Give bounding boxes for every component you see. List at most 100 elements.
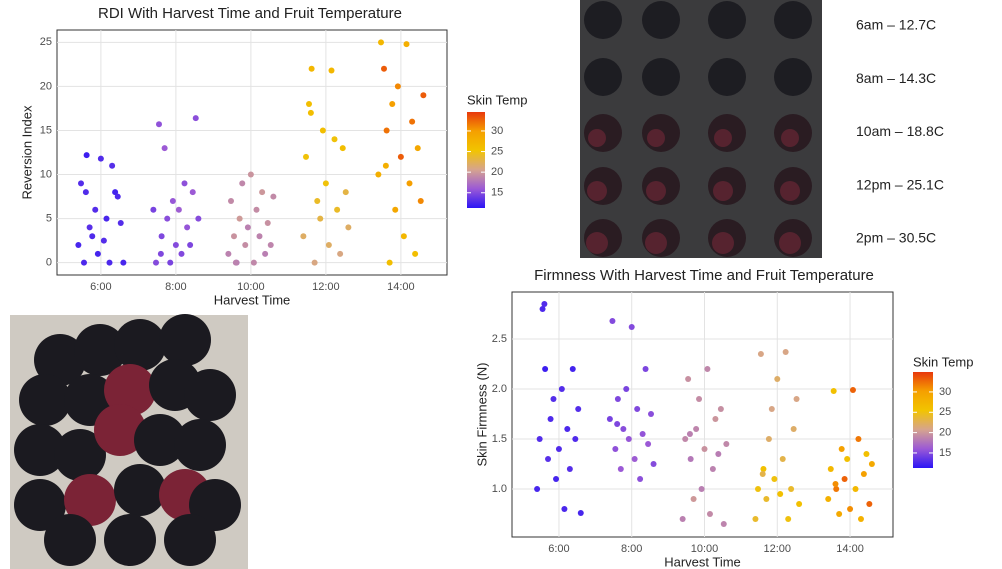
point bbox=[625, 436, 632, 442]
point bbox=[192, 115, 199, 122]
point bbox=[175, 206, 182, 213]
point bbox=[779, 456, 786, 462]
point bbox=[169, 197, 176, 204]
point bbox=[553, 476, 560, 482]
berry bbox=[14, 424, 66, 476]
point bbox=[763, 496, 770, 502]
point bbox=[195, 215, 202, 222]
point bbox=[706, 511, 713, 517]
point bbox=[112, 189, 119, 196]
point bbox=[400, 233, 407, 240]
y-tick-label: 5 bbox=[46, 213, 52, 225]
point bbox=[247, 171, 254, 178]
berry-red bbox=[586, 232, 608, 254]
photo-berry-tray bbox=[580, 0, 822, 258]
point bbox=[303, 153, 309, 160]
berry-red bbox=[588, 129, 606, 147]
x-tick-label: 14:00 bbox=[836, 543, 864, 555]
point bbox=[777, 491, 784, 497]
chart-title: Firmness With Harvest Time and Fruit Tem… bbox=[534, 267, 874, 284]
y-tick-label: 15 bbox=[40, 124, 52, 136]
point bbox=[752, 516, 759, 522]
point bbox=[392, 206, 399, 213]
colorbar-title: Skin Temp bbox=[913, 354, 973, 369]
point bbox=[417, 197, 424, 204]
point bbox=[698, 486, 705, 492]
point bbox=[757, 351, 764, 357]
point bbox=[106, 259, 113, 266]
point bbox=[866, 501, 873, 507]
berry-red bbox=[712, 232, 734, 254]
x-tick-label: 6:00 bbox=[548, 543, 569, 555]
point bbox=[765, 436, 772, 442]
point bbox=[868, 461, 875, 467]
point bbox=[836, 511, 843, 517]
point bbox=[97, 155, 104, 162]
point bbox=[679, 516, 686, 522]
point bbox=[609, 318, 616, 324]
point bbox=[164, 215, 171, 222]
berry bbox=[642, 1, 680, 39]
point bbox=[250, 259, 257, 266]
point bbox=[832, 481, 839, 487]
point bbox=[555, 446, 562, 452]
photo-label: 2pm – 30.5C bbox=[856, 230, 936, 246]
y-tick-label: 2.0 bbox=[492, 383, 507, 395]
point bbox=[253, 206, 260, 213]
colorbar bbox=[467, 112, 485, 208]
point bbox=[311, 259, 318, 266]
point bbox=[760, 466, 767, 472]
berry bbox=[34, 334, 86, 386]
x-tick-label: 12:00 bbox=[764, 543, 792, 555]
point bbox=[322, 180, 329, 187]
point bbox=[785, 516, 792, 522]
point bbox=[782, 349, 789, 355]
point bbox=[259, 189, 266, 196]
point bbox=[849, 387, 856, 393]
berry bbox=[708, 58, 746, 96]
x-tick-label: 6:00 bbox=[90, 281, 111, 293]
point bbox=[793, 396, 800, 402]
point bbox=[300, 233, 307, 240]
point bbox=[855, 436, 862, 442]
berry bbox=[708, 1, 746, 39]
berry bbox=[184, 369, 236, 421]
point bbox=[545, 456, 552, 462]
point bbox=[397, 153, 404, 160]
point bbox=[94, 250, 101, 257]
point bbox=[844, 456, 851, 462]
point bbox=[790, 426, 797, 432]
point bbox=[648, 411, 655, 417]
point bbox=[768, 406, 775, 412]
point bbox=[331, 136, 338, 143]
x-tick-label: 8:00 bbox=[165, 281, 186, 293]
point bbox=[381, 65, 387, 72]
point bbox=[830, 388, 837, 394]
photo-label: 6am – 12.7C bbox=[856, 17, 936, 33]
y-tick-label: 1.0 bbox=[492, 483, 507, 495]
point bbox=[623, 386, 630, 392]
point bbox=[863, 451, 870, 457]
y-axis-title: Reversion Index bbox=[19, 105, 34, 199]
berry bbox=[74, 324, 126, 376]
colorbar-tick-label: 20 bbox=[491, 166, 503, 178]
point bbox=[386, 259, 393, 266]
point bbox=[696, 396, 703, 402]
point bbox=[306, 101, 312, 108]
y-tick-label: 20 bbox=[40, 80, 52, 92]
berry bbox=[54, 429, 106, 481]
berry-red bbox=[779, 232, 801, 254]
point bbox=[114, 193, 121, 200]
berry bbox=[774, 58, 812, 96]
point bbox=[412, 250, 419, 257]
point bbox=[754, 486, 761, 492]
point bbox=[701, 446, 708, 452]
point bbox=[334, 206, 341, 213]
point bbox=[614, 396, 621, 402]
point bbox=[857, 516, 864, 522]
point bbox=[394, 83, 401, 90]
y-tick-label: 10 bbox=[40, 168, 52, 180]
colorbar-tick-label: 30 bbox=[939, 386, 951, 398]
point bbox=[847, 506, 854, 512]
point bbox=[189, 189, 196, 196]
